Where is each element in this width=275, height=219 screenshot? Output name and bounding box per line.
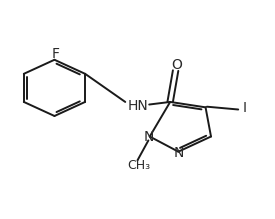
Text: N: N <box>143 130 153 144</box>
Text: I: I <box>242 101 246 115</box>
Text: N: N <box>173 146 183 159</box>
Text: HN: HN <box>128 99 149 113</box>
Text: CH₃: CH₃ <box>127 159 150 171</box>
Text: F: F <box>52 47 60 61</box>
Text: O: O <box>172 58 182 72</box>
